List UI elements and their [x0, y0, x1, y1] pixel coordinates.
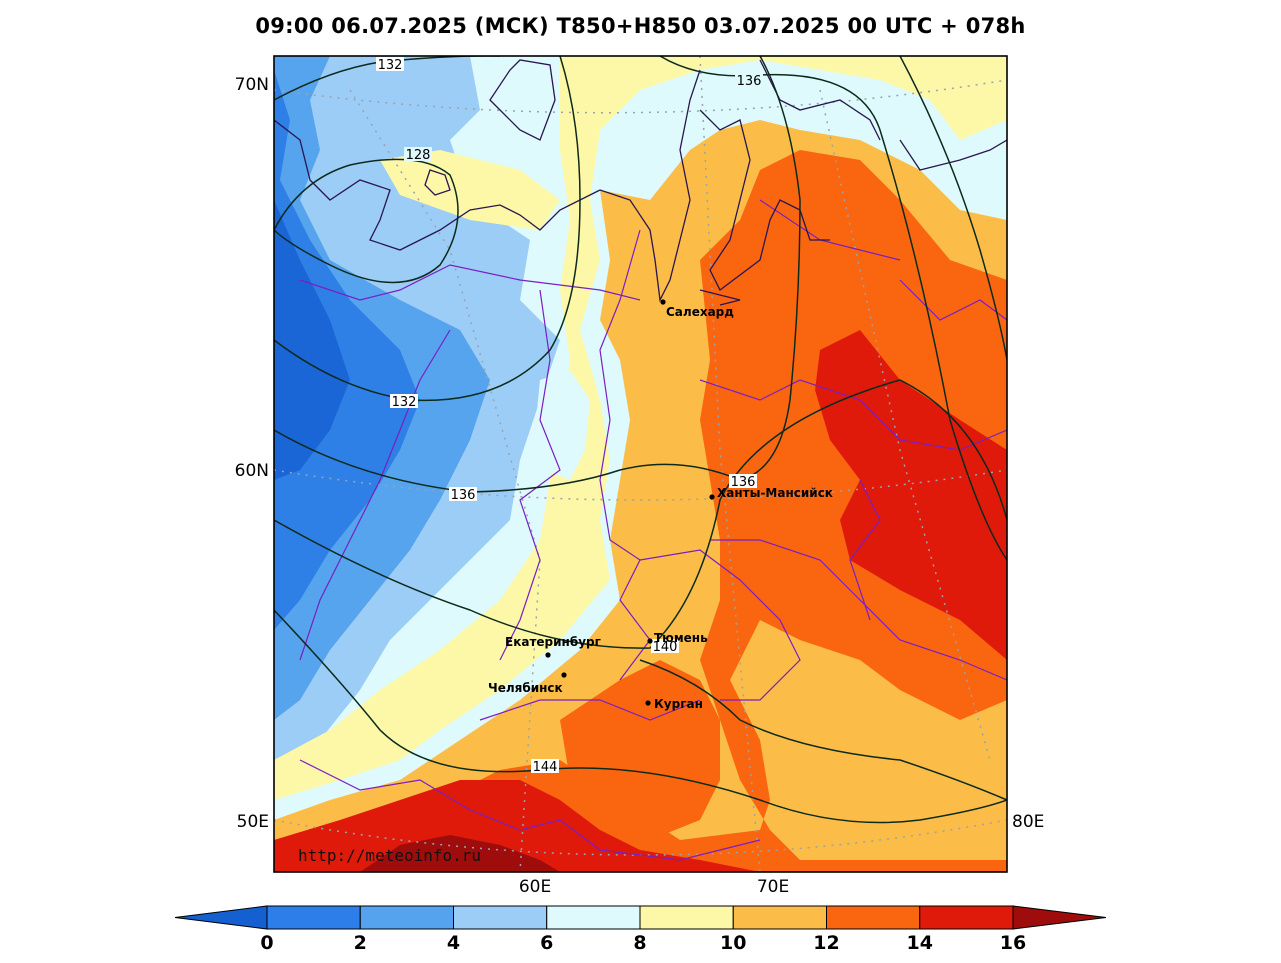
colorbar: 0 2 4 6 8 10 12 14 16 [174, 905, 1107, 954]
map-frame [273, 55, 1008, 873]
city-label-tyumen: Тюмень [654, 631, 708, 645]
colorbar-segment [359, 905, 454, 930]
colorbar-tick-label: 10 [720, 932, 746, 954]
city-label-salekhard: Салехард [666, 305, 734, 319]
contour-label: 140 [653, 640, 678, 655]
city-dot [645, 700, 651, 706]
region-borders [299, 199, 1007, 861]
contour-label: 144 [533, 760, 558, 775]
lat-label-50e: 50E [237, 812, 269, 832]
lat-label-70n: 70N [235, 75, 269, 95]
colorbar-tick-label: 16 [1000, 932, 1026, 954]
city-label-yekaterinburg: Екатеринбург [505, 635, 601, 649]
city-dot [545, 652, 551, 658]
city-label-chelyabinsk: Челябинск [488, 681, 563, 695]
city-markers: Салехард Ханты-Мансийск Екатеринбург Тюм… [488, 299, 833, 711]
temp-band-below-0 [274, 200, 350, 480]
temp-band-8-10 [274, 56, 1007, 800]
temperature-field [274, 56, 1007, 872]
colorbar-segment [732, 905, 827, 930]
colorbar-segment [546, 905, 641, 930]
colorbar-tick-label: 12 [813, 932, 839, 954]
colorbar-segment [919, 905, 1014, 930]
colorbar-tick-label: 4 [447, 932, 460, 954]
colorbar-tick-label: 14 [907, 932, 933, 954]
city-dot [647, 638, 653, 644]
lon-label-60e: 60E [519, 877, 551, 897]
contour-label: 136 [731, 475, 756, 490]
watermark-url: http://meteoinfo.ru [298, 846, 481, 865]
temp-band-0-2 [274, 70, 420, 630]
colorbar-tick-label: 2 [354, 932, 367, 954]
city-label-khanty-mansiysk: Ханты-Мансийск [717, 486, 833, 500]
coastlines [274, 59, 1007, 306]
contour-label: 136 [737, 74, 762, 89]
contour-label: 136 [451, 488, 476, 503]
lon-label-80e: 80E [1012, 812, 1044, 832]
colorbar-segment [266, 905, 361, 930]
colorbar-extend-low [174, 905, 268, 930]
temp-band-14-16 [815, 330, 1007, 660]
contour-label: 132 [392, 395, 417, 410]
colorbar-segment [639, 905, 734, 930]
temp-band-12-14 [274, 150, 1007, 872]
colorbar-tick-label: 8 [633, 932, 646, 954]
contour-label: 132 [378, 58, 403, 73]
city-dot [660, 299, 666, 305]
colorbar-extend-high [1012, 905, 1107, 930]
colorbar-tick-label: 0 [260, 932, 273, 954]
colorbar-segment [453, 905, 548, 930]
colorbar-segment [826, 905, 921, 930]
lat-label-60n: 60N [235, 461, 269, 481]
contour-label: 128 [406, 148, 431, 163]
contour-labels: 132 136 128 132 136 136 140 144 [376, 57, 763, 775]
city-dot [709, 494, 715, 500]
lon-label-70e: 70E [757, 877, 789, 897]
city-label-kurgan: Курган [654, 697, 703, 711]
colorbar-tick-label: 6 [540, 932, 553, 954]
city-dot [561, 672, 567, 678]
temp-band-above-16 [360, 835, 560, 872]
chart-title: 09:00 06.07.2025 (МСК) T850+H850 03.07.2… [255, 14, 1026, 38]
